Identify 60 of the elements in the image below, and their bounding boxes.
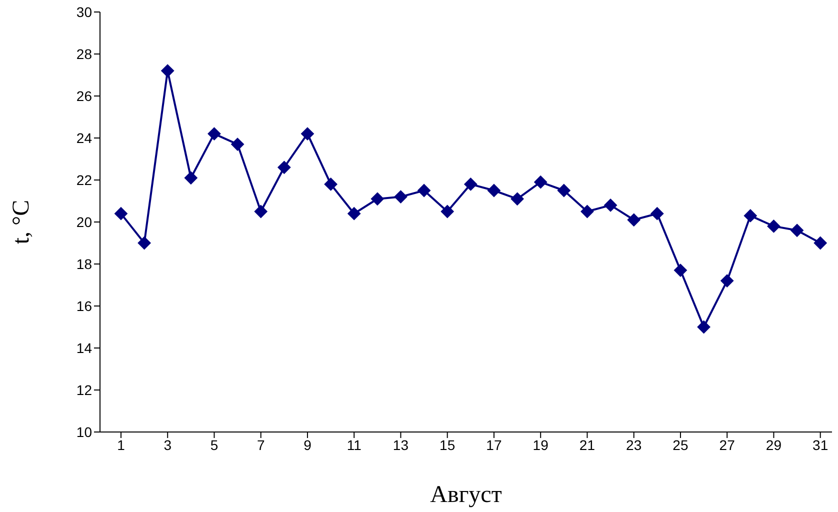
point: [348, 207, 361, 220]
x-tick-label: 9: [304, 436, 312, 453]
x-tick-label: 3: [164, 436, 172, 453]
point: [720, 274, 734, 288]
y-tick-label: 18: [76, 256, 92, 272]
point: [767, 220, 780, 233]
y-tick-label: 20: [76, 214, 92, 230]
point: [627, 213, 640, 226]
x-tick-label: 25: [672, 436, 688, 453]
point: [697, 320, 710, 334]
y-tick-label: 26: [76, 88, 92, 104]
x-tick-label: 21: [579, 436, 596, 453]
point: [114, 207, 128, 220]
x-tick-label: 27: [719, 436, 736, 453]
point: [790, 224, 804, 237]
point: [487, 184, 500, 197]
x-tick-label: 15: [440, 436, 456, 453]
point: [814, 236, 827, 250]
point: [370, 192, 384, 206]
y-tick-label: 28: [76, 46, 92, 62]
y-tick-label: 22: [76, 172, 92, 188]
y-tick-label: 14: [76, 340, 92, 356]
point: [604, 198, 618, 212]
point: [510, 192, 524, 206]
x-tick-label: 5: [210, 436, 218, 453]
point: [440, 205, 454, 218]
point: [464, 178, 478, 191]
x-tick-label: 31: [812, 436, 828, 453]
point: [418, 184, 431, 197]
point: [278, 160, 291, 174]
point: [744, 209, 757, 222]
x-tick-label: 1: [117, 436, 126, 453]
y-tick-label: 10: [76, 424, 92, 440]
x-axis-title: Август: [430, 482, 502, 508]
x-tick-label: 19: [532, 436, 549, 453]
point: [580, 205, 594, 218]
point: [394, 190, 408, 204]
x-tick-label: 23: [626, 436, 642, 453]
y-tick-label: 12: [76, 382, 92, 398]
x-tick-label: 29: [766, 436, 782, 453]
x-tick-label: 7: [256, 436, 265, 453]
point: [534, 176, 548, 189]
point: [557, 184, 570, 197]
point: [184, 171, 198, 184]
point: [674, 264, 687, 277]
point: [324, 178, 338, 191]
point: [231, 138, 244, 151]
x-tick-label: 13: [392, 436, 409, 453]
point: [254, 205, 268, 218]
point: [208, 127, 221, 140]
point: [161, 64, 174, 78]
y-tick-label: 24: [76, 130, 92, 146]
y-axis-title: t, °C: [8, 200, 35, 244]
point: [300, 127, 314, 140]
x-tick-label: 17: [486, 436, 502, 453]
y-tick-label: 30: [76, 4, 92, 20]
point: [138, 236, 151, 250]
x-tick-label: 11: [346, 436, 362, 453]
y-tick-label: 16: [76, 298, 92, 314]
point: [650, 207, 664, 220]
